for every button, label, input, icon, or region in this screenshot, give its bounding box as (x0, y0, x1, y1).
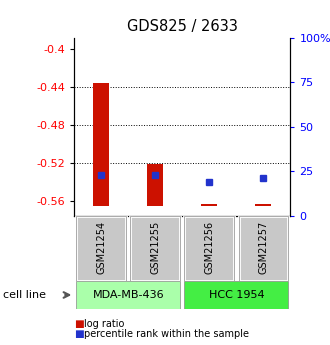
Bar (255, 204, 272, 206)
Text: GSM21254: GSM21254 (96, 220, 106, 274)
Text: percentile rank within the sample: percentile rank within the sample (84, 329, 249, 339)
Text: ■: ■ (74, 329, 84, 339)
Bar (77, 281, 180, 309)
Bar (130, 216, 180, 281)
Text: ■: ■ (74, 319, 84, 328)
Bar (130, 216, 180, 281)
Bar (147, 164, 163, 206)
Text: MDA-MB-436: MDA-MB-436 (92, 290, 164, 300)
Bar (93, 82, 109, 206)
Bar (184, 281, 288, 309)
Bar (77, 216, 126, 281)
Text: HCC 1954: HCC 1954 (209, 290, 264, 300)
Bar (239, 216, 288, 281)
Text: GSM21255: GSM21255 (150, 220, 160, 274)
Text: GSM21257: GSM21257 (258, 220, 268, 274)
Bar (77, 216, 126, 281)
Bar (201, 204, 217, 206)
Bar (239, 216, 288, 281)
Bar (184, 216, 234, 281)
Title: GDS825 / 2633: GDS825 / 2633 (127, 19, 238, 34)
Text: cell line: cell line (3, 290, 46, 300)
Text: log ratio: log ratio (84, 319, 124, 328)
Text: GSM21256: GSM21256 (204, 220, 215, 274)
Bar (184, 216, 234, 281)
